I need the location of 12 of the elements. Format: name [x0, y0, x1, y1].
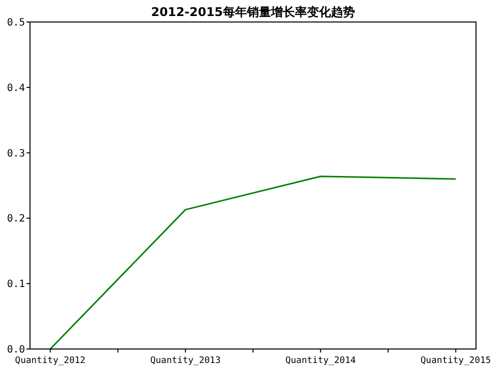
y-tick-label: 0.2 — [6, 214, 25, 225]
y-tick-label: 0.3 — [6, 148, 25, 160]
chart-title: 2012-2015每年销量增长率变化趋势 — [151, 5, 355, 19]
y-tick-label: 0.0 — [6, 344, 25, 356]
y-tick-label: 0.5 — [6, 18, 25, 28]
x-tick-label: Quantity_2015 — [420, 356, 491, 366]
x-tick-label: Quantity_2013 — [150, 356, 221, 366]
x-tick-label: Quantity_2012 — [15, 356, 86, 366]
y-tick-label: 0.4 — [6, 82, 25, 94]
x-tick-label: Quantity_2014 — [285, 356, 356, 366]
y-tick-label: 0.1 — [6, 279, 25, 290]
line-series — [50, 176, 456, 350]
